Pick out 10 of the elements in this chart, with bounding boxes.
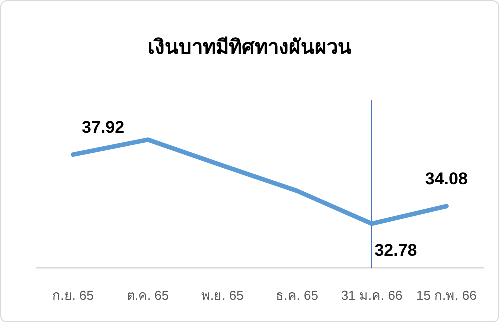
- x-tick-label: ธ.ค. 65: [276, 288, 318, 303]
- data-label: 32.78: [374, 240, 418, 260]
- x-tick-label: ก.ย. 65: [52, 288, 94, 303]
- chart-title: เงินบาทมีทิศทางผันผวน: [148, 36, 352, 59]
- x-tick-label: พ.ย. 65: [202, 288, 244, 303]
- data-label: 37.92: [82, 118, 125, 137]
- x-tick-label: 31 ม.ค. 66: [341, 288, 403, 303]
- x-tick-label: ต.ค. 65: [126, 288, 170, 303]
- data-label: 34.08: [425, 169, 468, 188]
- x-tick-label: 15 ก.พ. 66: [416, 288, 477, 303]
